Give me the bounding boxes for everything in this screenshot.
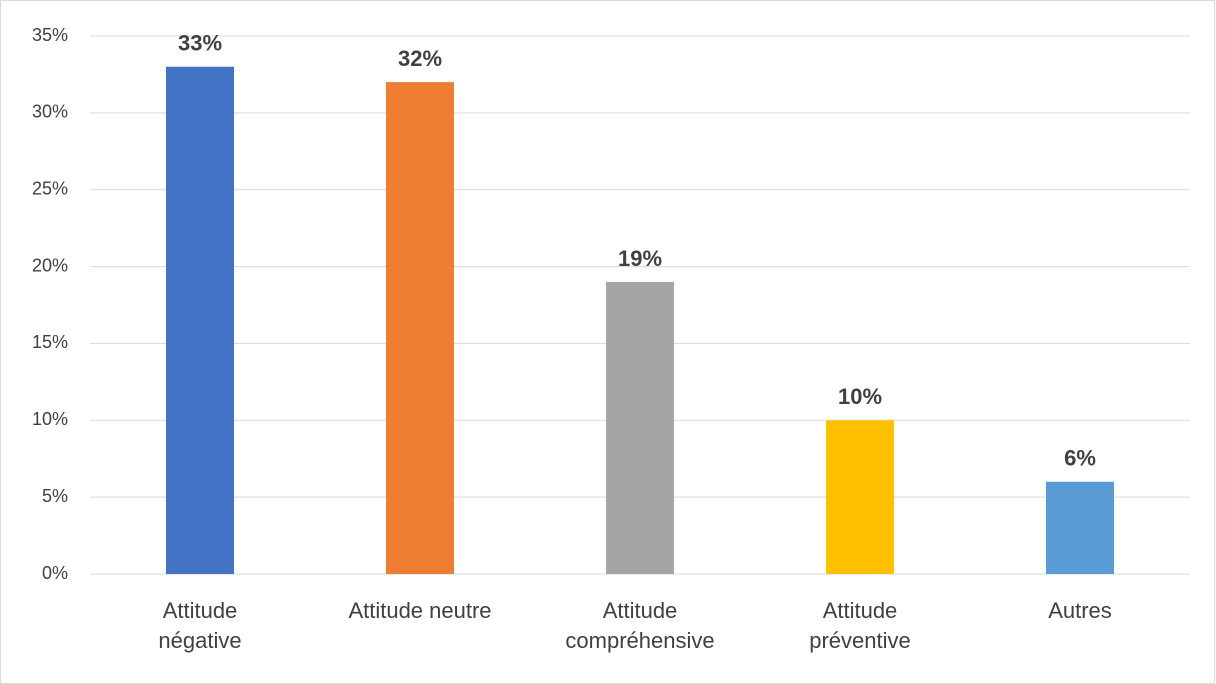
bar — [166, 66, 234, 574]
x-tick-label: Attitude négative — [158, 598, 242, 653]
x-tick-label: Autres — [1048, 598, 1112, 623]
bar — [386, 82, 454, 574]
y-tick-label: 15% — [32, 332, 68, 352]
data-label: 33% — [178, 31, 222, 56]
y-tick-label: 30% — [32, 102, 68, 122]
bar — [1046, 481, 1114, 574]
data-label: 6% — [1064, 446, 1096, 471]
y-tick-label: 5% — [42, 486, 68, 506]
y-tick-label: 10% — [32, 409, 68, 429]
y-tick-label: 25% — [32, 178, 68, 198]
y-tick-label: 0% — [42, 563, 68, 583]
x-tick-label: Attitude compréhensive — [565, 598, 715, 653]
data-label: 32% — [398, 46, 442, 71]
y-tick-label: 20% — [32, 255, 68, 275]
x-tick-label: Attitude préventive — [809, 598, 911, 653]
bar — [606, 281, 674, 574]
data-label: 10% — [838, 384, 882, 409]
data-label: 19% — [618, 246, 662, 271]
bar — [826, 420, 894, 574]
x-tick-label: Attitude neutre — [348, 598, 492, 623]
y-tick-label: 35% — [32, 25, 68, 45]
